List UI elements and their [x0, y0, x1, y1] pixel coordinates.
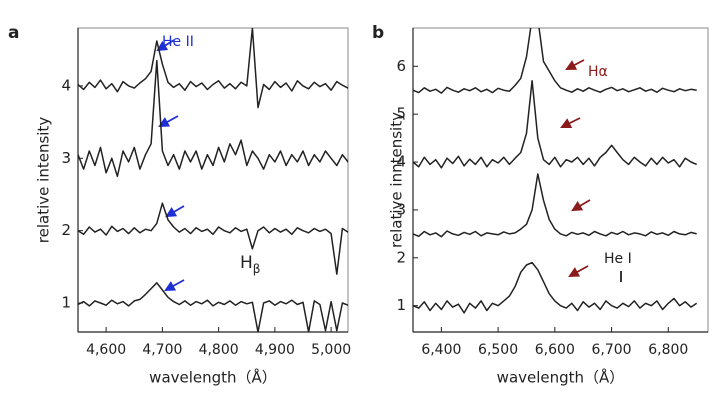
- arrow: [568, 265, 589, 278]
- x-tick-label: 4,900: [255, 342, 295, 358]
- x-tick-label: 4,600: [86, 342, 126, 358]
- x-axis-label: wavelength（Å）: [149, 368, 277, 387]
- plot-frame: [77, 27, 349, 333]
- annotation: He II: [162, 34, 194, 50]
- arrow: [565, 59, 585, 71]
- panel-label: b: [372, 23, 384, 43]
- y-tick-label: 1: [61, 294, 71, 312]
- plot-frame: [412, 27, 709, 333]
- annotation: He I: [604, 251, 632, 267]
- x-tick-label: 6,700: [592, 342, 632, 358]
- x-tick-label: 6,500: [478, 342, 518, 358]
- y-axis-label: relative inntensity: [388, 112, 406, 248]
- spectrum: [413, 79, 697, 169]
- arrows: [156, 39, 622, 292]
- x-tick-label: 6,600: [535, 342, 575, 358]
- x-tick-label: 5,000: [311, 342, 351, 358]
- y-tick-label: 1: [396, 296, 406, 314]
- spectrum: [78, 202, 348, 275]
- annotation: Hα: [588, 64, 608, 80]
- spectrum: [78, 282, 348, 332]
- annotation-sub: β: [253, 262, 261, 276]
- y-tick-label: 3: [61, 149, 71, 167]
- annotation: Hβ: [240, 253, 260, 276]
- spectrum: [413, 261, 698, 314]
- spectrum: [413, 28, 697, 94]
- panel-label: a: [8, 23, 19, 43]
- y-axis-label: relative intensity: [35, 117, 53, 244]
- y-tick-label: 4: [396, 153, 406, 171]
- y-tick-label: 2: [396, 248, 406, 266]
- spectrum: [78, 28, 348, 109]
- x-axis-label: wavelength（Å）: [497, 368, 625, 387]
- x-tick-label: 4,800: [199, 342, 239, 358]
- spectrum: [413, 173, 697, 238]
- arrow: [571, 199, 591, 212]
- y-tick-label: 5: [396, 105, 406, 123]
- y-tick-label: 6: [396, 57, 406, 75]
- arrow: [165, 205, 185, 218]
- annotation-base: H: [240, 253, 253, 273]
- arrow: [164, 279, 185, 292]
- x-tick-label: 6,800: [648, 342, 688, 358]
- arrow: [156, 39, 175, 52]
- spectrum: [78, 59, 348, 178]
- arrow: [158, 115, 179, 128]
- y-tick-label: 2: [61, 221, 71, 239]
- arrow: [560, 117, 581, 128]
- x-tick-label: 6,400: [421, 342, 461, 358]
- y-tick-label: 3: [396, 200, 406, 218]
- x-tick-label: 4,700: [142, 342, 182, 358]
- y-tick-label: 4: [61, 76, 71, 94]
